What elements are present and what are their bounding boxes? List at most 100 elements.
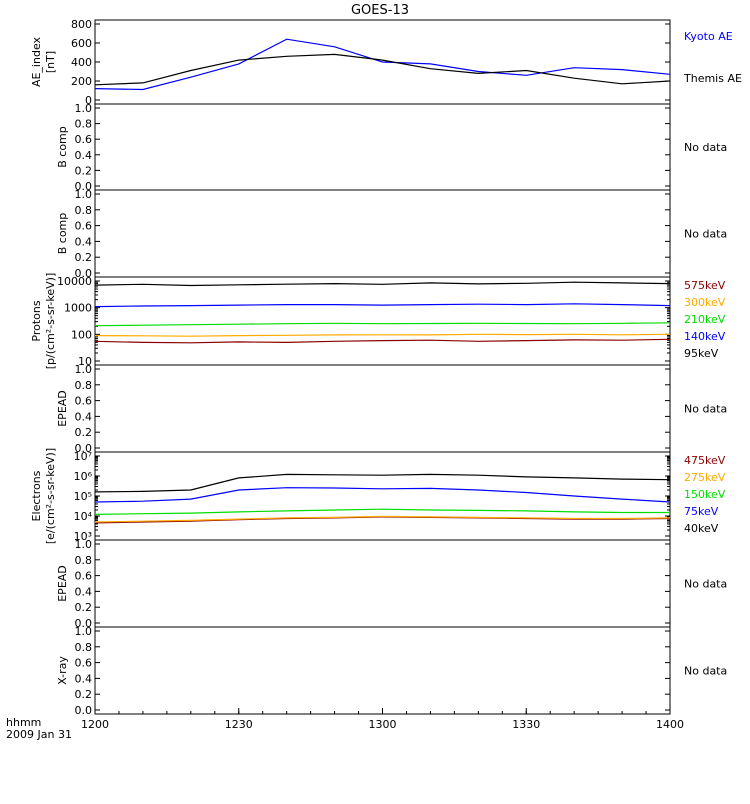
y-tick-label: 0.0: [75, 617, 93, 630]
right-legend-label: 40keV: [684, 522, 719, 535]
panel-frame: [94, 626, 671, 715]
y-tick-label: 0.0: [75, 442, 93, 455]
y-tick-label: 0.0: [75, 180, 93, 193]
series-line-150kev: [94, 508, 670, 515]
footer-time-label: hhmm: [6, 716, 41, 729]
y-tick-label: 0.8: [75, 641, 93, 654]
right-legend-label: Themis AE: [683, 72, 742, 85]
panel-frame: [94, 103, 671, 191]
panel-2: 0.0 0.2 0.4 0.6 0.8 1.0 B comp No data: [56, 188, 727, 280]
y-tick-label: 0.4: [75, 235, 93, 248]
y-axis-label: Protons: [30, 300, 43, 341]
right-legend-label: No data: [684, 665, 727, 678]
series-line-kyoto-ae: [94, 38, 671, 91]
y-tick-label: 1.0: [75, 538, 93, 551]
y-tick-label: 100: [71, 328, 92, 341]
series-line-475kev: [94, 516, 671, 524]
series-line-140kev: [94, 303, 671, 308]
series-line-75kev: [94, 487, 671, 503]
right-legend-label: No data: [684, 403, 727, 416]
panel-frame: [94, 451, 671, 541]
y-tick-label: 0.2: [75, 426, 93, 439]
y-tick-label: 10⁴: [74, 510, 93, 523]
y-tick-label: 0.6: [75, 133, 93, 146]
right-legend-label: 150keV: [684, 488, 726, 501]
y-tick-label: 0.0: [75, 267, 93, 280]
panel-0: 0 200 400 600 800 AE_index [nT] Kyoto AE Themis …: [30, 18, 742, 107]
right-legend-label: 575keV: [684, 279, 726, 292]
y-tick-label: 200: [71, 75, 92, 88]
y-tick-label: 10000: [57, 275, 92, 288]
y-tick-label: 1.0: [75, 625, 93, 638]
y-tick-label: 0.8: [75, 379, 93, 392]
series-line-themis-ae: [94, 53, 671, 86]
panel-5: 10³ 10⁴ 10⁵ 10⁶ 10⁷ Electrons [e/(cm²-s-sr-keV…: [30, 448, 726, 544]
y-tick-label: 0.4: [75, 149, 93, 162]
y-axis-label: [p/(cm²-s-sr-keV)]: [44, 273, 57, 370]
y-tick-label: 600: [71, 37, 92, 50]
y-tick-label: 0.2: [75, 601, 93, 614]
series-line-300kev: [94, 333, 671, 337]
y-axis-label: Electrons: [30, 470, 43, 521]
y-tick-label: 0.8: [75, 554, 93, 567]
panel-frame: [94, 189, 671, 278]
series-line-575kev: [94, 338, 671, 344]
y-tick-label: 1.0: [75, 188, 93, 201]
y-tick-label: 0: [85, 94, 92, 107]
y-tick-label: 0.8: [75, 118, 93, 131]
panels-group: 0 200 400 600 800 AE_index [nT] Kyoto AE Themis …: [30, 18, 742, 717]
right-legend-label: 300keV: [684, 296, 726, 309]
panel-4: 0.0 0.2 0.4 0.6 0.8 1.0 EPEAD No data: [56, 363, 727, 455]
panel-6: 0.0 0.2 0.4 0.6 0.8 1.0 EPEAD No data: [56, 538, 727, 630]
y-axis-label: B comp: [56, 213, 69, 255]
y-axis-label: [e/(cm²-s-sr-keV)]: [44, 448, 57, 544]
y-tick-label: 10³: [74, 530, 92, 543]
y-tick-label: 10⁶: [74, 470, 93, 483]
x-tick-label: 1400: [656, 718, 684, 731]
y-tick-label: 0.8: [75, 204, 93, 217]
y-tick-label: 0.2: [75, 251, 93, 264]
y-tick-label: 0.0: [75, 704, 93, 717]
y-axis-label: EPEAD: [56, 390, 69, 427]
right-legend-label: 210keV: [684, 313, 726, 326]
x-axis: 1200 1230 1300 1330 1400: [81, 708, 684, 731]
series-line-210kev: [94, 322, 671, 327]
series-line-275kev: [94, 515, 671, 523]
series-line-95kev: [94, 281, 671, 287]
panel-3: 10 100 1000 10000 Protons [p/(cm²-s-sr-keV)] 5…: [30, 273, 726, 370]
y-axis-label: B comp: [56, 126, 69, 168]
y-tick-label: 10: [78, 355, 92, 368]
right-legend-label: Kyoto AE: [684, 30, 733, 43]
y-axis-label: EPEAD: [56, 565, 69, 602]
series-line-40kev: [94, 473, 671, 493]
y-tick-label: 10⁵: [74, 490, 92, 503]
y-tick-label: 0.6: [75, 657, 93, 670]
y-tick-label: 1.0: [75, 102, 93, 115]
y-tick-label: 400: [71, 56, 92, 69]
panel-frame: [94, 539, 671, 628]
y-axis-label: [nT]: [44, 51, 57, 73]
y-tick-label: 1000: [64, 302, 92, 315]
right-legend-label: 95keV: [684, 347, 719, 360]
y-tick-label: 0.6: [75, 395, 93, 408]
footer-date-label: 2009 Jan 31: [6, 728, 72, 741]
panel-7: 0.0 0.2 0.4 0.6 0.8 1.0 X-ray No data: [56, 625, 727, 717]
y-tick-label: 800: [71, 18, 92, 31]
y-tick-label: 0.2: [75, 688, 93, 701]
y-axis-label: AE_index: [30, 36, 43, 87]
y-axis-label: X-ray: [56, 656, 69, 685]
x-tick-label: 1230: [225, 718, 253, 731]
right-legend-label: No data: [684, 141, 727, 154]
y-tick-label: 0.4: [75, 585, 93, 598]
right-legend-label: 140keV: [684, 330, 726, 343]
y-tick-label: 0.4: [75, 410, 93, 423]
panel-frame: [94, 364, 671, 453]
right-legend-label: No data: [684, 578, 727, 591]
panel-1: 0.0 0.2 0.4 0.6 0.8 1.0 B comp No data: [56, 102, 727, 193]
y-tick-label: 0.6: [75, 570, 93, 583]
right-legend-label: 275keV: [684, 471, 726, 484]
right-legend-label: No data: [684, 228, 727, 241]
y-tick-label: 1.0: [75, 363, 93, 376]
